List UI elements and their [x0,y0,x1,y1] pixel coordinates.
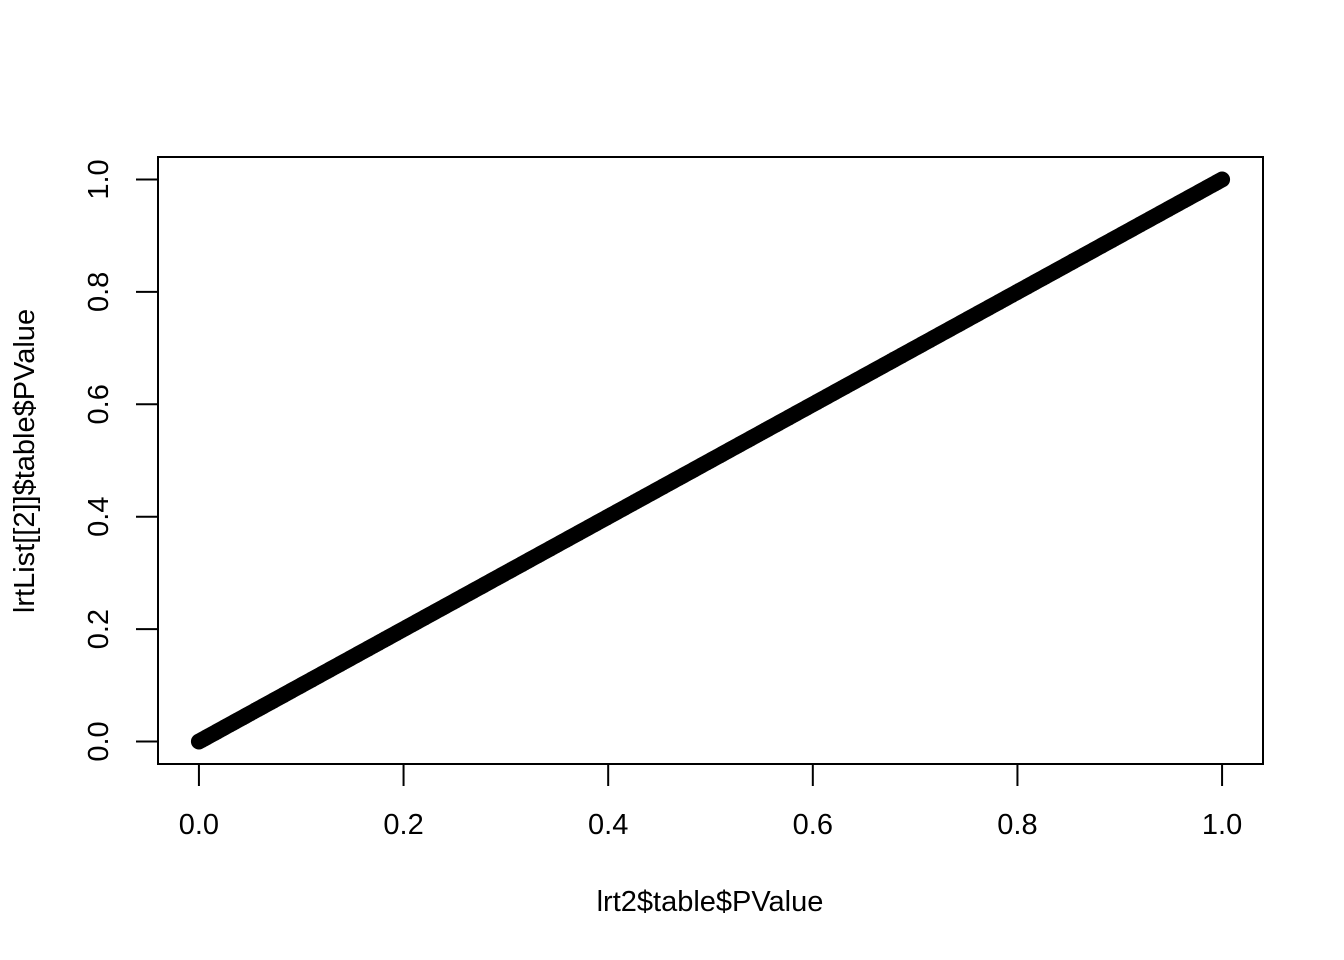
y-tick-label: 0.6 [83,384,115,424]
y-tick-label: 0.0 [83,721,115,761]
x-tick-label: 0.4 [588,809,628,841]
y-tick-label: 0.4 [83,497,115,537]
x-tick-label: 0.0 [179,809,219,841]
y-tick-label: 0.8 [83,272,115,312]
x-tick-label: 1.0 [1202,809,1242,841]
x-tick-label: 0.2 [383,809,423,841]
y-axis-label: lrtList[[2]]$table$PValue [9,309,41,613]
x-axis-label: lrt2$table$PValue [597,886,824,918]
x-axis: 0.0 0.2 0.4 0.6 0.8 1.0 [179,763,1242,841]
x-tick-label: 0.6 [793,809,833,841]
y-axis: 0.0 0.2 0.4 0.6 0.8 1.0 [83,159,159,762]
y-tick-label: 1.0 [83,159,115,199]
data-point [1214,171,1231,188]
y-tick-label: 0.2 [83,609,115,649]
data-points [190,171,1231,750]
x-tick-label: 0.8 [997,809,1037,841]
